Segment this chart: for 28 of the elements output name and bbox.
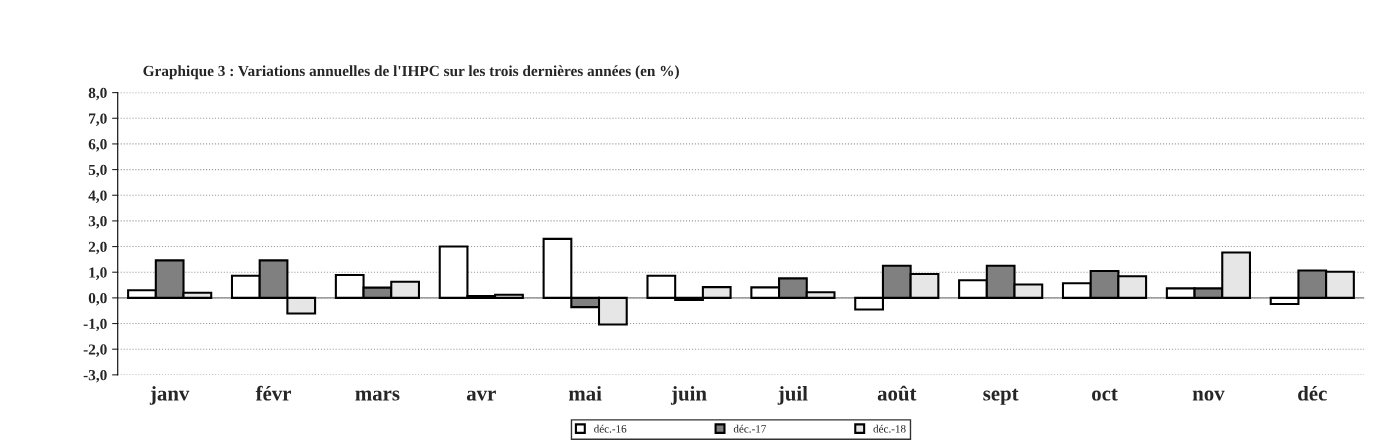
- legend-label: déc.-18: [873, 424, 906, 433]
- x-tick-label: sept: [983, 388, 1019, 405]
- y-tick-label: -2,0: [83, 344, 107, 357]
- y-tick-label: 1,0: [89, 267, 107, 280]
- y-tick-label: 7,0: [89, 113, 107, 126]
- y-tick-label: 0,0: [88, 293, 107, 306]
- y-tick-label: -1,0: [83, 318, 107, 332]
- x-tick-label: oct: [1092, 388, 1118, 401]
- y-tick-label: 6,0: [88, 139, 107, 152]
- y-tick-label: 8,0: [88, 87, 107, 101]
- chart-title: Graphique 3 : Variations annuelles de l'IHPC sur les trois dernières années (en %): [143, 65, 679, 80]
- x-tick-label: mars: [355, 390, 400, 401]
- x-tick-label: nov: [1192, 390, 1225, 401]
- y-tick-label: 3,0: [88, 216, 107, 229]
- x-tick-label: déc: [1298, 385, 1327, 401]
- y-tick-label: -3,0: [83, 369, 107, 383]
- y-tick-label: 4,0: [88, 190, 107, 203]
- x-tick-label: juin: [670, 385, 707, 405]
- x-tick-label: avr: [466, 390, 496, 401]
- legend-label: déc.-17: [733, 424, 767, 433]
- x-tick-label: juil: [777, 385, 808, 405]
- x-tick-label: mai: [568, 385, 602, 401]
- x-tick-label: janv: [149, 385, 190, 405]
- y-tick-label: 5,0: [88, 164, 107, 178]
- x-tick-label: août: [877, 385, 917, 401]
- legend-label: déc.-16: [594, 424, 627, 433]
- y-tick-label: 2,0: [88, 241, 107, 255]
- x-tick-label: févr: [255, 385, 292, 401]
